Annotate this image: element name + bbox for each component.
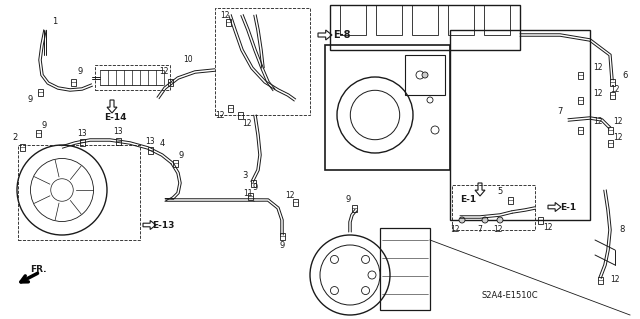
Text: 13: 13 xyxy=(77,129,87,137)
Text: 12: 12 xyxy=(285,190,295,199)
Bar xyxy=(225,19,230,26)
Text: 12: 12 xyxy=(611,85,620,94)
Text: 9: 9 xyxy=(252,182,258,191)
Circle shape xyxy=(368,271,376,279)
Text: 12: 12 xyxy=(493,226,503,234)
Bar xyxy=(18,145,140,240)
Text: E-8: E-8 xyxy=(333,30,351,40)
Text: 12: 12 xyxy=(243,118,252,128)
Bar xyxy=(19,144,24,151)
Bar xyxy=(538,217,543,224)
Text: 9: 9 xyxy=(346,196,351,204)
Text: 9: 9 xyxy=(179,151,184,160)
Bar xyxy=(607,139,612,146)
Bar xyxy=(577,127,582,133)
Bar xyxy=(412,5,438,35)
Bar xyxy=(79,138,84,145)
Bar xyxy=(168,78,173,85)
Text: 10: 10 xyxy=(183,56,193,64)
Text: 7: 7 xyxy=(477,226,483,234)
Text: 12: 12 xyxy=(593,88,603,98)
Bar xyxy=(450,30,590,220)
Bar xyxy=(598,277,602,284)
Text: 12: 12 xyxy=(220,11,230,19)
Text: 1: 1 xyxy=(52,18,58,26)
Bar xyxy=(577,97,582,103)
Text: 12: 12 xyxy=(613,117,623,127)
Bar xyxy=(227,105,232,112)
Bar xyxy=(484,5,510,35)
Text: 9: 9 xyxy=(77,68,83,77)
Text: 12: 12 xyxy=(611,276,620,285)
Text: 12: 12 xyxy=(451,226,460,234)
Text: 9: 9 xyxy=(42,121,47,130)
Bar xyxy=(248,192,253,199)
Text: 12: 12 xyxy=(543,224,553,233)
Text: S2A4-E1510C: S2A4-E1510C xyxy=(482,291,538,300)
Text: 12: 12 xyxy=(159,68,169,77)
Bar xyxy=(609,92,614,99)
Bar xyxy=(237,112,243,118)
Bar xyxy=(376,5,402,35)
Text: 2: 2 xyxy=(12,133,18,143)
Text: E-1: E-1 xyxy=(460,196,476,204)
Text: 12: 12 xyxy=(215,112,225,121)
Bar xyxy=(508,197,513,204)
Circle shape xyxy=(497,217,503,223)
Bar xyxy=(351,204,356,211)
Text: 12: 12 xyxy=(593,117,603,127)
Text: E-13: E-13 xyxy=(152,221,174,231)
Bar xyxy=(115,137,120,145)
Bar xyxy=(95,65,170,90)
Bar xyxy=(325,45,450,170)
Bar xyxy=(607,127,612,133)
Bar xyxy=(173,160,177,167)
Text: FR.: FR. xyxy=(29,265,46,275)
Text: 12: 12 xyxy=(593,63,603,72)
Circle shape xyxy=(422,72,428,78)
Bar xyxy=(405,55,445,95)
Bar xyxy=(280,233,285,240)
Bar xyxy=(340,5,366,35)
Text: 8: 8 xyxy=(620,226,625,234)
Text: 13: 13 xyxy=(145,137,155,145)
Bar xyxy=(147,146,152,153)
Bar xyxy=(38,88,42,95)
Bar xyxy=(330,5,520,50)
Text: 13: 13 xyxy=(113,128,123,137)
Text: E-1: E-1 xyxy=(560,203,576,211)
Text: 5: 5 xyxy=(497,187,502,196)
Text: 9: 9 xyxy=(28,95,33,105)
Text: E-14: E-14 xyxy=(104,114,126,122)
Bar xyxy=(452,185,535,230)
Bar xyxy=(380,228,430,310)
Circle shape xyxy=(362,256,369,263)
Text: 3: 3 xyxy=(243,172,248,181)
Bar xyxy=(609,78,614,85)
Circle shape xyxy=(330,286,339,294)
Text: 4: 4 xyxy=(159,138,164,147)
Bar xyxy=(70,78,76,85)
Bar xyxy=(35,130,40,137)
Bar xyxy=(292,198,298,205)
Text: 6: 6 xyxy=(622,70,628,79)
Bar xyxy=(250,180,255,187)
Bar xyxy=(215,8,310,115)
Text: 9: 9 xyxy=(280,241,285,250)
Text: 11: 11 xyxy=(243,189,253,198)
Circle shape xyxy=(362,286,369,294)
Text: 12: 12 xyxy=(613,133,623,143)
Circle shape xyxy=(330,256,339,263)
Bar xyxy=(577,71,582,78)
Text: 7: 7 xyxy=(557,108,563,116)
Circle shape xyxy=(459,217,465,223)
Circle shape xyxy=(482,217,488,223)
Bar xyxy=(448,5,474,35)
